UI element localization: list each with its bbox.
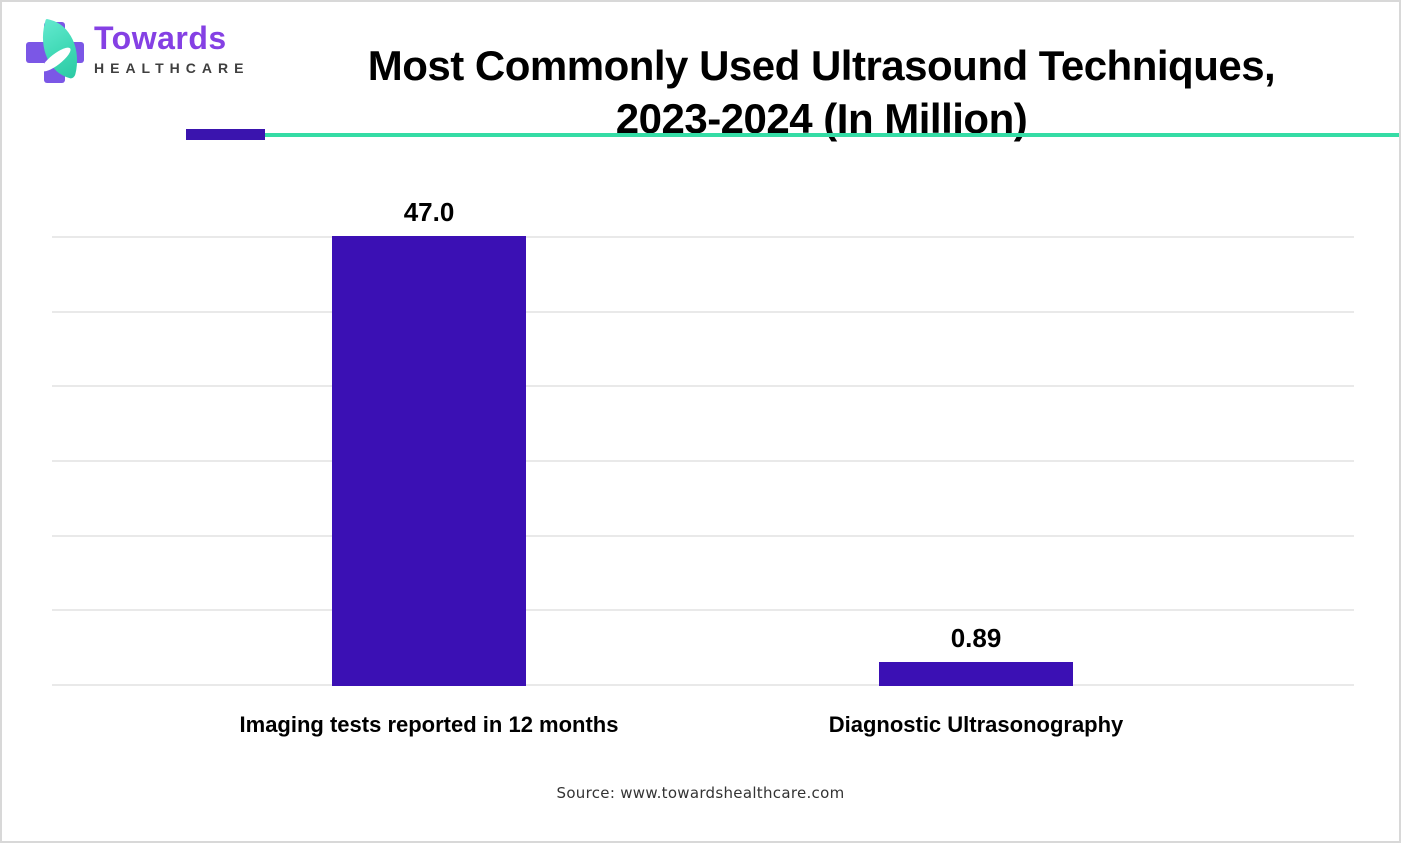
towards-healthcare-logo: Towards HEALTHCARE [26,18,326,90]
bar-group-diagnostic-ultrasonography: 0.89 [879,625,1073,686]
value-label-diagnostic-ultrasonography: 0.89 [950,623,1002,653]
category-label-diagnostic-ultrasonography: Diagnostic Ultrasonography [828,712,1124,737]
gridline [52,684,1354,686]
chart-title: Most Commonly Used Ultrasound Techniques… [252,40,1391,146]
gridline [52,609,1354,611]
chart-title-line1: Most Commonly Used Ultrasound Techniques… [367,42,1276,90]
logo-wordmark: Towards HEALTHCARE [94,20,324,76]
bar-chart: 47.0 0.89 [52,199,1354,686]
source-attribution: Source: www.towardshealthcare.com [556,784,845,802]
gridline [52,311,1354,313]
value-label-imaging-tests: 47.0 [403,197,455,227]
gridline [52,236,1354,238]
logo-brand-name: Towards [94,20,227,56]
bar-group-imaging-tests: 47.0 [332,199,526,686]
gridline [52,535,1354,537]
category-axis: Imaging tests reported in 12 months Diag… [52,710,1354,744]
bar-imaging-tests [332,236,526,686]
logo-brand-subtitle: HEALTHCARE [94,59,250,76]
logo-cross-leaf-icon [26,18,92,86]
header-rule [265,133,1399,137]
gridline [52,460,1354,462]
category-label-imaging-tests: Imaging tests reported in 12 months [239,712,619,737]
bar-diagnostic-ultrasonography [879,662,1073,686]
header-accent-bar [186,129,265,140]
gridline [52,385,1354,387]
